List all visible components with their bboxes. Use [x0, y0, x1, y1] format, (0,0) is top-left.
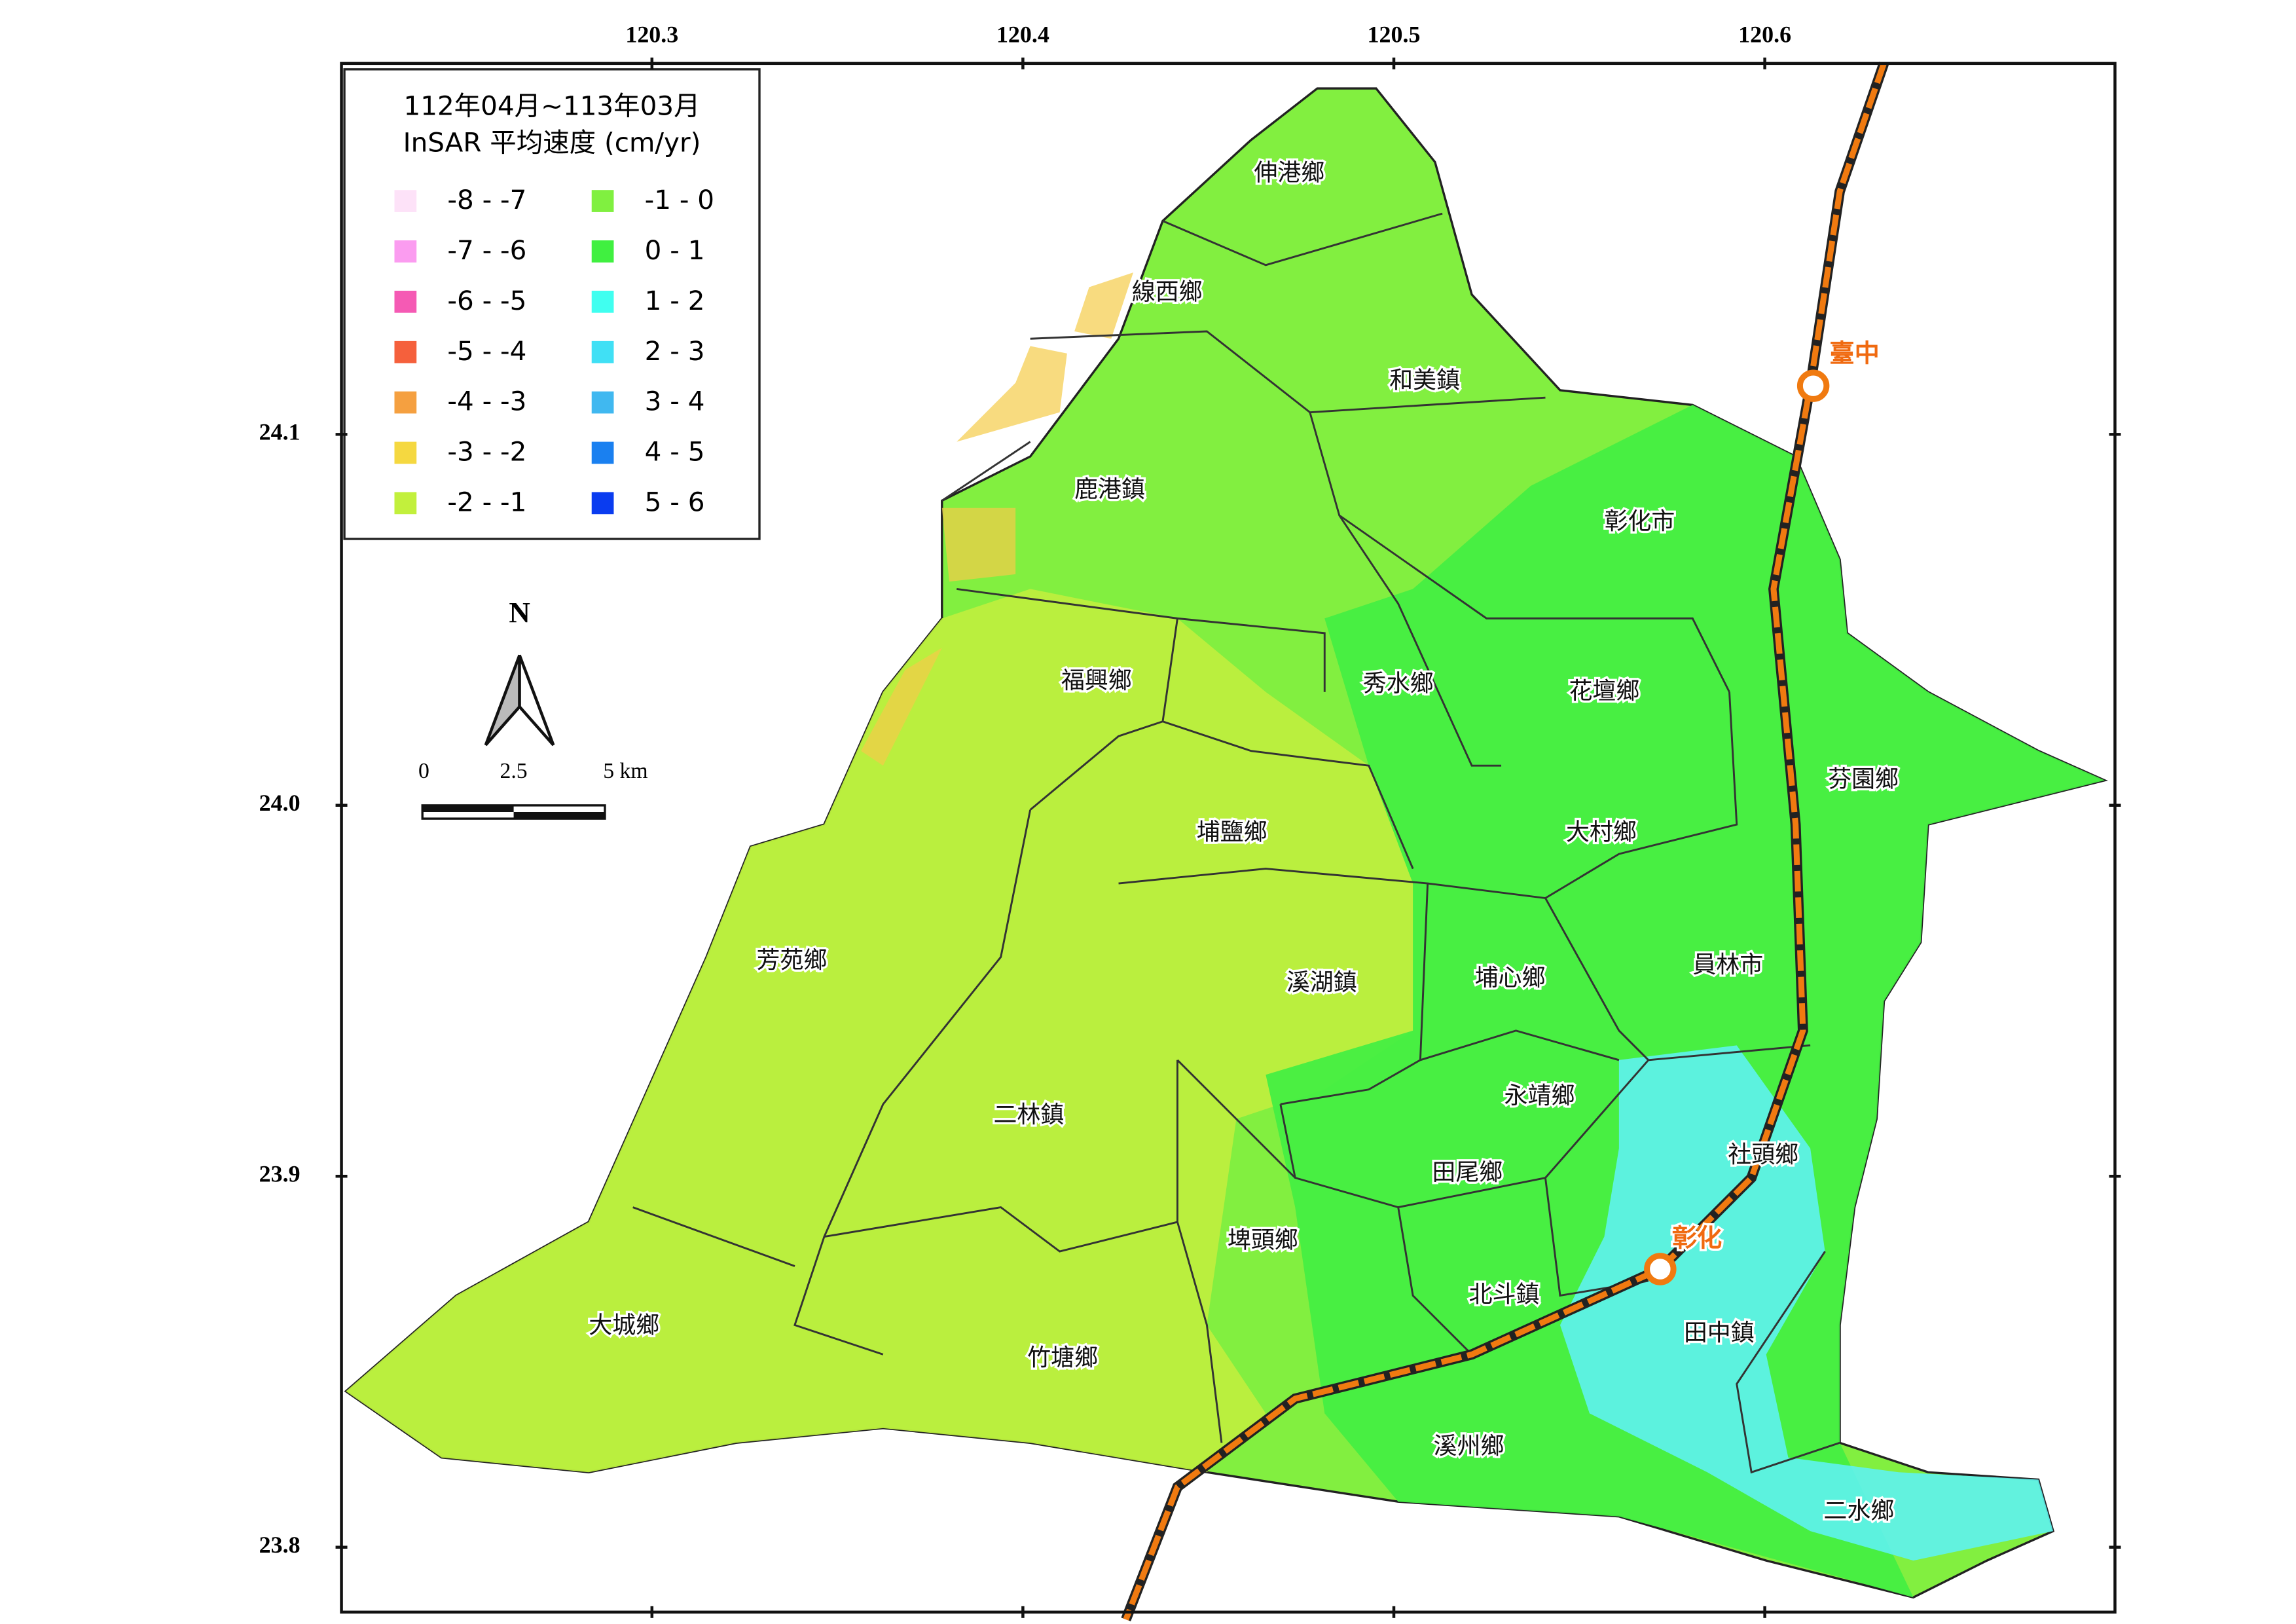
- scale-bar: [422, 805, 514, 812]
- zone-east: [1266, 405, 2105, 1598]
- x-tick-label: 120.3: [625, 22, 678, 48]
- legend-swatch: [591, 441, 614, 464]
- legend-label: -7 - -6: [447, 234, 526, 266]
- township-label: 伸港鄉: [1254, 159, 1324, 186]
- frame: [340, 62, 2117, 1614]
- legend-label: -4 - -3: [447, 386, 526, 417]
- legend-label: -6 - -5: [447, 285, 526, 316]
- township-labels: 伸港鄉 線西鄉 和美鎮 鹿港鎮 彰化市 福興鄉 秀水鄉 花壇鄉 芬園鄉 埔鹽鄉 …: [587, 157, 1901, 1526]
- township-label: 秀水鄉: [1363, 671, 1434, 697]
- station-label: 臺中: [1829, 339, 1879, 368]
- scale-label: 5 km: [603, 759, 647, 783]
- legend-label: 2 - 3: [645, 335, 705, 367]
- scale-label: 2.5: [500, 759, 528, 783]
- township-label: 埔心鄉: [1475, 965, 1546, 991]
- township-label: 竹塘鄉: [1027, 1344, 1098, 1371]
- legend-swatch: [591, 240, 614, 263]
- legend-swatch: [394, 240, 417, 263]
- legend-items: -8 - -7 -7 - -6 -6 - -5 -5 - -4 -4 - -3 -3 - …: [394, 184, 714, 517]
- zone-subsidence: [861, 272, 1134, 766]
- legend-swatch: [591, 290, 614, 313]
- township-label: 北斗鎮: [1469, 1281, 1540, 1308]
- legend-label: -1 - 0: [645, 184, 714, 215]
- township-label: 員林市: [1692, 951, 1763, 978]
- legend-label: -2 - -1: [447, 486, 526, 517]
- legend-swatch: [394, 492, 417, 515]
- station-marker: [1644, 1253, 1677, 1285]
- township-label: 田中鎮: [1684, 1320, 1755, 1346]
- y-tick-label: 24.0: [259, 790, 301, 816]
- north-arrow: [518, 654, 555, 747]
- township-label: 線西鄉: [1132, 279, 1203, 306]
- legend-swatch: [394, 190, 417, 212]
- township-label: 溪州鄉: [1434, 1433, 1504, 1460]
- township-label: 彰化市: [1604, 508, 1675, 535]
- x-tick-label: 120.4: [996, 22, 1049, 48]
- y-tick-label: 23.9: [259, 1160, 301, 1187]
- zone-uplift: [1559, 1045, 2054, 1561]
- x-tick-label: 120.5: [1368, 22, 1421, 48]
- township-label: 芳苑鄉: [757, 947, 828, 974]
- legend-swatch: [591, 391, 614, 414]
- legend-title: 112年04月~113年03月: [403, 90, 700, 121]
- township-label: 二林鎮: [993, 1101, 1064, 1128]
- township-label: 埔鹽鄉: [1197, 819, 1267, 846]
- x-tick-label: 120.6: [1738, 22, 1791, 48]
- y-tick-label: 24.1: [259, 419, 301, 445]
- township-label: 埤頭鄉: [1228, 1227, 1298, 1253]
- township-label: 永靖鄉: [1504, 1082, 1575, 1109]
- township-label: 福興鄉: [1061, 667, 1132, 694]
- township-label: 二水鄉: [1823, 1498, 1894, 1524]
- legend-label: -3 - -2: [447, 436, 526, 468]
- legend-label: 4 - 5: [645, 436, 705, 468]
- legend-swatch: [591, 190, 614, 212]
- boundaries: [632, 212, 1840, 1474]
- railway: [1123, 62, 1887, 1621]
- legend-swatch: [591, 492, 614, 515]
- legend-swatch: [394, 341, 417, 363]
- township-label: 大城鄉: [589, 1312, 659, 1339]
- township-label: 溪湖鎮: [1286, 969, 1357, 996]
- township-label: 社頭鄉: [1728, 1141, 1798, 1168]
- legend-label: 3 - 4: [645, 386, 705, 417]
- township-label: 和美鎮: [1389, 367, 1460, 394]
- y-tick-label: 23.8: [259, 1532, 301, 1558]
- zone-southwest: [346, 589, 1413, 1473]
- township-label: 田尾鄉: [1432, 1159, 1503, 1186]
- legend-swatch: [394, 290, 417, 313]
- township-label: 大村鄉: [1566, 819, 1637, 846]
- scale-bar: [513, 812, 605, 819]
- township-label: 花壇鄉: [1569, 678, 1639, 705]
- township-label: 鹿港鎮: [1074, 476, 1145, 503]
- legend-label: -5 - -4: [447, 335, 526, 367]
- township-label: 芬園鄉: [1828, 766, 1899, 793]
- legend-swatch: [394, 441, 417, 464]
- north-label: N: [509, 596, 530, 629]
- station-marker: [1796, 369, 1830, 402]
- ticks: 120.3 120.4 120.5 120.6 24.1 24.0 23.9 23.8: [259, 22, 2121, 1618]
- legend-label: 0 - 1: [645, 234, 705, 266]
- legend-swatch: [591, 341, 614, 363]
- legend-label: 1 - 2: [645, 285, 705, 316]
- legend-label: 5 - 6: [645, 486, 705, 517]
- station-label: 彰化: [1672, 1224, 1722, 1253]
- scale-label: 0: [418, 759, 429, 783]
- legend-title: InSAR 平均速度 (cm/yr): [403, 126, 701, 158]
- legend-label: -8 - -7: [447, 184, 526, 215]
- legend-swatch: [394, 391, 417, 414]
